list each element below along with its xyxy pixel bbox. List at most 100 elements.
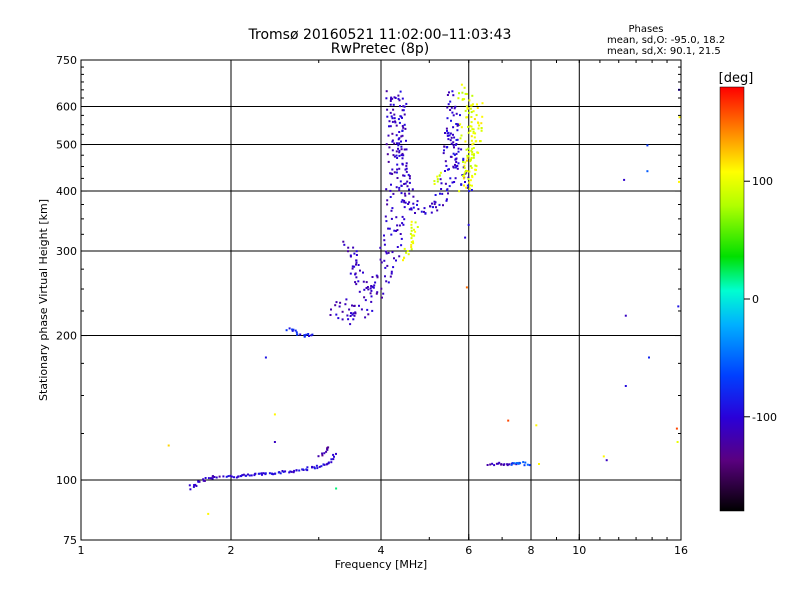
echo-point <box>321 454 324 457</box>
echo-point <box>480 127 483 129</box>
echo-point <box>329 314 332 316</box>
echo-point <box>407 173 410 176</box>
echo-point <box>375 292 378 295</box>
echo-point <box>351 265 354 268</box>
echo-point <box>450 106 453 109</box>
echo-point <box>516 462 519 465</box>
echo-point <box>305 468 308 471</box>
echo-point <box>452 114 455 117</box>
echo-point <box>472 131 475 133</box>
echo-point <box>389 111 392 114</box>
echo-point <box>449 109 452 111</box>
echo-point <box>386 108 389 111</box>
echo-point <box>402 223 405 226</box>
echo-point <box>354 273 357 276</box>
echo-point <box>408 177 411 180</box>
echo-point <box>369 287 372 290</box>
echo-point <box>400 237 403 240</box>
echo-point <box>363 296 366 299</box>
echo-point <box>399 105 401 108</box>
echo-point <box>291 328 294 331</box>
echo-point <box>466 156 469 159</box>
echo-point <box>526 463 529 466</box>
echo-point <box>349 315 352 317</box>
echo-point <box>491 462 494 465</box>
echo-point <box>385 188 388 191</box>
echo-point <box>398 255 401 258</box>
echo-point <box>395 186 398 189</box>
echo-point <box>507 419 510 422</box>
echo-point <box>472 147 475 149</box>
echo-point <box>298 469 301 472</box>
echo-point <box>402 174 405 177</box>
echo-point <box>395 124 398 127</box>
echo-point <box>354 281 357 284</box>
echo-point <box>262 472 265 475</box>
echo-point <box>475 114 478 117</box>
echo-point <box>335 487 338 490</box>
echo-point <box>463 172 466 175</box>
echo-point <box>408 175 411 177</box>
echo-point <box>450 136 453 139</box>
echo-point <box>469 179 472 182</box>
echo-point <box>391 132 394 135</box>
echo-point <box>303 335 306 338</box>
echo-point <box>459 137 462 140</box>
echo-point <box>292 471 295 474</box>
echo-point <box>433 180 436 183</box>
echo-point <box>326 448 329 451</box>
echo-point <box>402 154 405 157</box>
echo-point <box>463 175 466 178</box>
echo-point <box>400 140 402 143</box>
echo-point <box>463 167 466 169</box>
echo-point <box>385 97 388 100</box>
echo-point <box>393 142 396 145</box>
echo-point <box>429 205 431 208</box>
echo-point <box>355 261 358 264</box>
echo-point <box>405 251 408 254</box>
echo-point <box>310 334 313 337</box>
echo-point <box>401 125 404 127</box>
echo-point <box>417 208 420 211</box>
echo-point <box>457 162 460 165</box>
echo-point <box>466 107 469 110</box>
echo-point <box>464 140 467 143</box>
echo-point <box>416 203 418 206</box>
echo-point <box>218 475 221 478</box>
echo-point <box>395 150 398 153</box>
echo-point <box>198 480 201 483</box>
echo-point <box>362 271 364 274</box>
echo-point <box>230 475 233 478</box>
grid-lines <box>81 60 681 540</box>
echo-point <box>462 159 465 162</box>
echo-point <box>442 204 444 207</box>
echo-point <box>451 111 454 114</box>
echo-point <box>347 250 349 253</box>
echo-point <box>410 226 413 229</box>
echo-point <box>469 107 472 110</box>
echo-point <box>274 472 277 475</box>
echo-point <box>391 117 394 120</box>
echo-point <box>392 108 395 111</box>
echo-point <box>355 276 358 279</box>
echo-point <box>405 102 408 105</box>
echo-point <box>240 475 243 477</box>
echo-point <box>268 472 271 475</box>
echo-point <box>202 479 205 482</box>
echo-point <box>364 316 367 319</box>
echo-point <box>457 97 460 100</box>
echo-point <box>471 176 474 179</box>
echo-point <box>456 124 459 127</box>
echo-point <box>247 473 249 476</box>
echo-point <box>448 134 451 137</box>
echo-point <box>405 162 408 165</box>
echo-point <box>454 105 457 108</box>
echo-point <box>447 131 450 134</box>
echo-point <box>383 243 386 246</box>
echo-point <box>386 153 389 156</box>
echo-point <box>424 212 427 215</box>
echo-point <box>457 147 460 150</box>
echo-point <box>646 170 649 173</box>
echo-point <box>436 178 439 181</box>
echo-point <box>311 333 314 336</box>
